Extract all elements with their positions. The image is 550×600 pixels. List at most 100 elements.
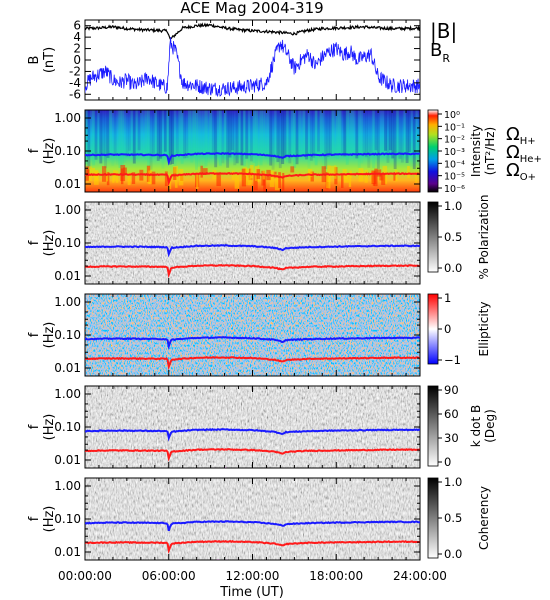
spectral-column xyxy=(326,110,330,157)
spectral-column xyxy=(219,110,222,166)
spectral-column xyxy=(123,110,127,163)
x-tick-label: 18:00:00 xyxy=(309,569,363,583)
b-total-line xyxy=(85,22,420,40)
spectral-burst xyxy=(120,168,124,185)
spectral-column xyxy=(348,110,352,157)
spectral-column xyxy=(278,110,282,169)
spectral-column xyxy=(362,110,366,157)
spectral-burst xyxy=(164,171,168,187)
legend-omega-o-sub: O+ xyxy=(520,172,536,183)
spectral-column xyxy=(94,110,98,160)
spectral-column xyxy=(274,110,277,152)
spectral-burst xyxy=(234,174,240,189)
spectral-column xyxy=(276,110,280,163)
spectral-column xyxy=(207,110,210,163)
polarization-panel xyxy=(84,201,421,285)
colorbar-tick-label: −1 xyxy=(444,353,461,367)
y-tick-label: 1.00 xyxy=(54,203,81,217)
y-tick-label: 0.10 xyxy=(54,512,81,526)
spectral-column xyxy=(290,110,294,156)
spectral-column xyxy=(223,110,227,160)
colorbar-tick-label: 0 xyxy=(444,455,451,469)
omega-o-line xyxy=(212,375,229,376)
spectral-column xyxy=(262,110,265,151)
spectral-column xyxy=(89,110,93,161)
spectral-column xyxy=(312,110,316,158)
legend-omega-he-symbol: Ω xyxy=(506,142,520,163)
spectral-burst xyxy=(241,168,247,187)
omega-h-line xyxy=(85,520,420,532)
spectral-burst xyxy=(200,165,203,178)
plot-area xyxy=(85,478,420,560)
spectral-column xyxy=(379,110,383,153)
colorbar-label: % Polarization xyxy=(477,195,491,280)
spectral-column xyxy=(374,110,378,151)
spectral-burst xyxy=(112,173,115,183)
spectral-column xyxy=(247,110,251,169)
spectral-column xyxy=(142,110,146,158)
spectral-column xyxy=(85,110,88,165)
spectral-column xyxy=(309,110,313,161)
y-tick-label: 0.01 xyxy=(54,269,81,283)
spectral-column xyxy=(331,110,335,153)
spectral-column xyxy=(228,110,232,158)
spectral-column xyxy=(240,110,244,166)
legend-omega-he-sub: He+ xyxy=(520,154,542,165)
legend-omega-h-sub: H+ xyxy=(520,136,536,147)
plot-area xyxy=(85,202,420,284)
spectral-column xyxy=(238,110,242,157)
gyro-line-group xyxy=(85,152,420,192)
colorbar-kdotb xyxy=(427,385,439,467)
spectral-column xyxy=(259,110,263,166)
spectral-burst xyxy=(239,170,244,181)
spectral-column xyxy=(252,110,256,163)
spectral-column xyxy=(106,110,110,158)
spectral-column xyxy=(137,110,141,151)
spectral-column xyxy=(120,110,124,166)
omega-he-line xyxy=(85,448,420,462)
colorbar-tick-label: 10⁻⁴ xyxy=(444,159,465,170)
y-tick-label: 0.10 xyxy=(54,420,81,434)
y-axis-label: f xyxy=(27,516,42,521)
spectral-column xyxy=(209,110,213,159)
spectral-column xyxy=(101,110,105,154)
y-axis-label: B xyxy=(27,56,42,65)
chart-title: ACE Mag 2004-319 xyxy=(180,0,323,17)
spectral-burst xyxy=(247,174,252,186)
colorbar-tick-label: 10⁰ xyxy=(444,110,460,121)
spectral-column xyxy=(214,110,218,168)
spectral-burst xyxy=(393,173,396,181)
spectral-column xyxy=(230,110,234,151)
spectral-column xyxy=(140,110,143,158)
spectral-column xyxy=(345,110,349,165)
plot-area xyxy=(85,294,420,376)
spectral-column xyxy=(321,110,325,166)
spectral-column xyxy=(226,110,230,168)
legend-b-r: BR xyxy=(430,40,450,65)
spectral-column xyxy=(400,110,404,163)
spectral-column xyxy=(92,110,96,166)
intensity-panel xyxy=(84,109,421,193)
spectral-column xyxy=(410,110,414,167)
colorbar-unit: (nT²/Hz) xyxy=(483,127,497,175)
spectral-burst xyxy=(340,173,344,188)
gyrofrequency-legend: ΩH+ ΩHe+ ΩO+ xyxy=(506,124,542,183)
spectral-column xyxy=(175,110,179,154)
spectral-column xyxy=(245,110,249,159)
colorbar-tick-label: 10⁻³ xyxy=(444,147,465,158)
spectral-burst xyxy=(105,172,109,182)
omega-h-line xyxy=(85,152,420,166)
spectral-column xyxy=(116,110,119,165)
spectral-column xyxy=(190,110,194,163)
y-tick-label: 0.10 xyxy=(54,328,81,342)
spectral-burst xyxy=(196,173,199,190)
gyro-line-group xyxy=(85,244,420,284)
omega-he-line xyxy=(85,539,420,554)
y-axis-label: f xyxy=(27,332,42,337)
spectral-column xyxy=(381,110,385,156)
spectral-column xyxy=(99,110,103,164)
legend-omega-he: ΩHe+ xyxy=(506,142,542,165)
colorbar-tick-label: 90 xyxy=(444,383,459,397)
colorbar-tick-label: 1.0 xyxy=(444,475,462,489)
omega-he-line xyxy=(85,172,420,187)
